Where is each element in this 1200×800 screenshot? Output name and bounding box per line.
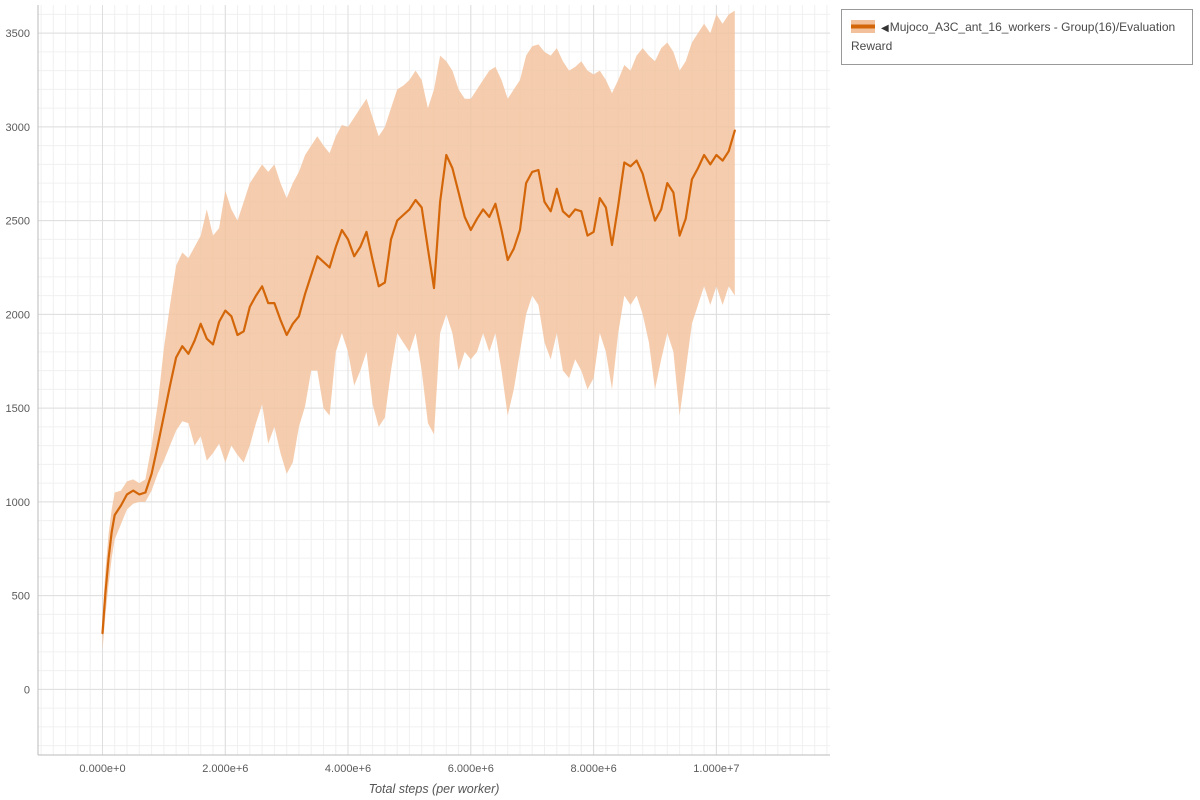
x-tick-label: 8.000e+6 — [571, 763, 617, 775]
x-tick-label: 1.000e+7 — [693, 763, 739, 775]
y-tick-label: 500 — [12, 591, 30, 603]
y-tick-label: 3000 — [6, 122, 30, 134]
legend: ◀Mujoco_A3C_ant_16_workers - Group(16)/E… — [841, 9, 1193, 66]
x-axis-label: Total steps (per worker) — [368, 782, 500, 796]
chart-svg[interactable]: 0 500 1000 1500 2000 2500 3000 3500 0.000e+0 2.00… — [0, 0, 840, 800]
x-tick-label: 6.000e+6 — [448, 763, 494, 775]
y-tick-label: 0 — [24, 684, 30, 696]
collapse-triangle-icon[interactable]: ◀ — [881, 23, 889, 34]
confidence-band — [102, 10, 735, 651]
x-tick-label: 4.000e+6 — [325, 763, 371, 775]
chart-container: 0 500 1000 1500 2000 2500 3000 3500 0.000e+0 2.00… — [0, 0, 840, 800]
legend-series-label: Mujoco_A3C_ant_16_workers - Group(16)/Ev… — [851, 20, 1176, 54]
y-tick-label: 2500 — [6, 216, 30, 228]
legend-series-swatch-icon — [851, 20, 875, 33]
y-tick-label: 3500 — [6, 28, 30, 40]
y-tick-label: 1000 — [6, 497, 30, 509]
mean-line — [101, 129, 736, 635]
legend-item[interactable]: ◀Mujoco_A3C_ant_16_workers - Group(16)/E… — [851, 18, 1183, 56]
x-tick-label: 0.000e+0 — [79, 763, 125, 775]
x-tick-label: 2.000e+6 — [202, 763, 248, 775]
y-tick-label: 2000 — [6, 309, 30, 321]
y-tick-label: 1500 — [6, 403, 30, 415]
